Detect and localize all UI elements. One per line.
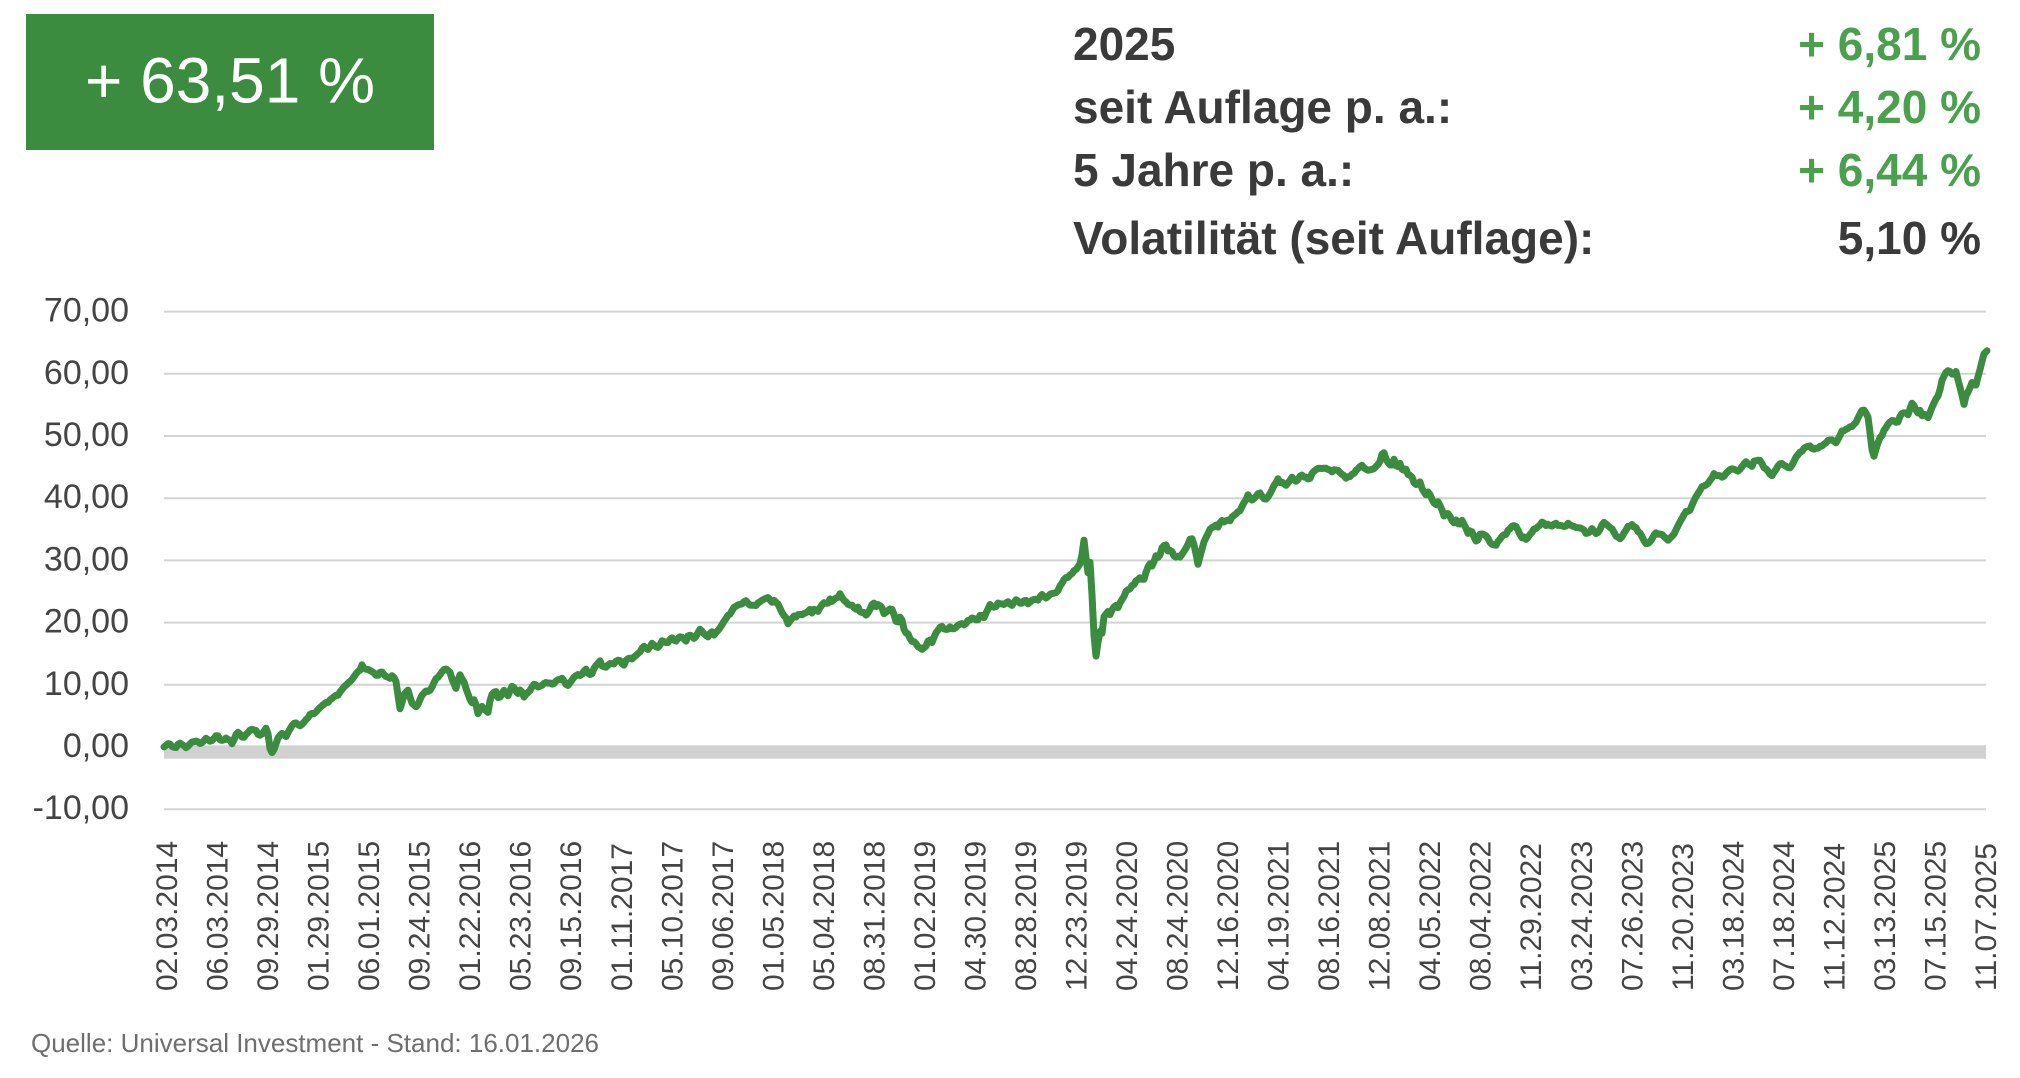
svg-text:07.15.2025: 07.15.2025	[1920, 841, 1953, 991]
svg-text:03.13.2025: 03.13.2025	[1869, 841, 1902, 991]
svg-text:04.05.2022: 04.05.2022	[1414, 841, 1447, 991]
svg-text:60,00: 60,00	[44, 354, 129, 392]
svg-text:12.08.2021: 12.08.2021	[1364, 841, 1397, 991]
svg-text:09.15.2016: 09.15.2016	[555, 841, 588, 991]
svg-text:08.28.2019: 08.28.2019	[1010, 841, 1043, 991]
svg-text:08.24.2020: 08.24.2020	[1162, 841, 1195, 991]
svg-text:11.29.2022: 11.29.2022	[1515, 843, 1548, 991]
svg-text:06.01.2015: 06.01.2015	[353, 841, 386, 991]
svg-text:11.20.2023: 11.20.2023	[1667, 843, 1700, 991]
svg-text:05.04.2018: 05.04.2018	[808, 841, 841, 991]
svg-text:70,00: 70,00	[44, 292, 129, 330]
svg-text:10,00: 10,00	[44, 665, 129, 703]
svg-text:04.24.2020: 04.24.2020	[1111, 841, 1144, 991]
svg-text:11.12.2024: 11.12.2024	[1818, 843, 1851, 991]
svg-text:01.11.2017: 01.11.2017	[606, 843, 639, 991]
svg-text:09.24.2015: 09.24.2015	[404, 841, 437, 991]
svg-text:03.18.2024: 03.18.2024	[1717, 841, 1750, 991]
svg-text:30,00: 30,00	[44, 540, 129, 578]
svg-text:12.23.2019: 12.23.2019	[1061, 841, 1094, 991]
svg-text:08.31.2018: 08.31.2018	[858, 841, 891, 991]
svg-text:04.30.2019: 04.30.2019	[959, 841, 992, 991]
svg-text:40,00: 40,00	[44, 478, 129, 516]
svg-text:09.29.2014: 09.29.2014	[252, 841, 285, 991]
svg-text:20,00: 20,00	[44, 603, 129, 641]
svg-text:03.24.2023: 03.24.2023	[1566, 841, 1599, 991]
svg-text:02.03.2014: 02.03.2014	[151, 841, 184, 991]
svg-text:01.22.2016: 01.22.2016	[454, 841, 487, 991]
svg-text:01.05.2018: 01.05.2018	[757, 841, 790, 991]
svg-text:01.29.2015: 01.29.2015	[303, 841, 336, 991]
svg-text:05.10.2017: 05.10.2017	[656, 841, 689, 991]
svg-text:50,00: 50,00	[44, 416, 129, 454]
svg-text:11.07.2025: 11.07.2025	[1970, 843, 2003, 991]
svg-text:0,00: 0,00	[63, 727, 129, 765]
svg-text:04.19.2021: 04.19.2021	[1263, 841, 1296, 991]
svg-text:12.16.2020: 12.16.2020	[1212, 841, 1245, 991]
svg-text:09.06.2017: 09.06.2017	[707, 841, 740, 991]
svg-text:07.26.2023: 07.26.2023	[1616, 841, 1649, 991]
svg-text:08.04.2022: 08.04.2022	[1465, 841, 1498, 991]
svg-text:07.18.2024: 07.18.2024	[1768, 841, 1801, 991]
svg-text:05.23.2016: 05.23.2016	[505, 841, 538, 991]
svg-text:01.02.2019: 01.02.2019	[909, 841, 942, 991]
svg-text:06.03.2014: 06.03.2014	[202, 841, 235, 991]
svg-text:08.16.2021: 08.16.2021	[1313, 841, 1346, 991]
svg-text:-10,00: -10,00	[33, 789, 129, 827]
